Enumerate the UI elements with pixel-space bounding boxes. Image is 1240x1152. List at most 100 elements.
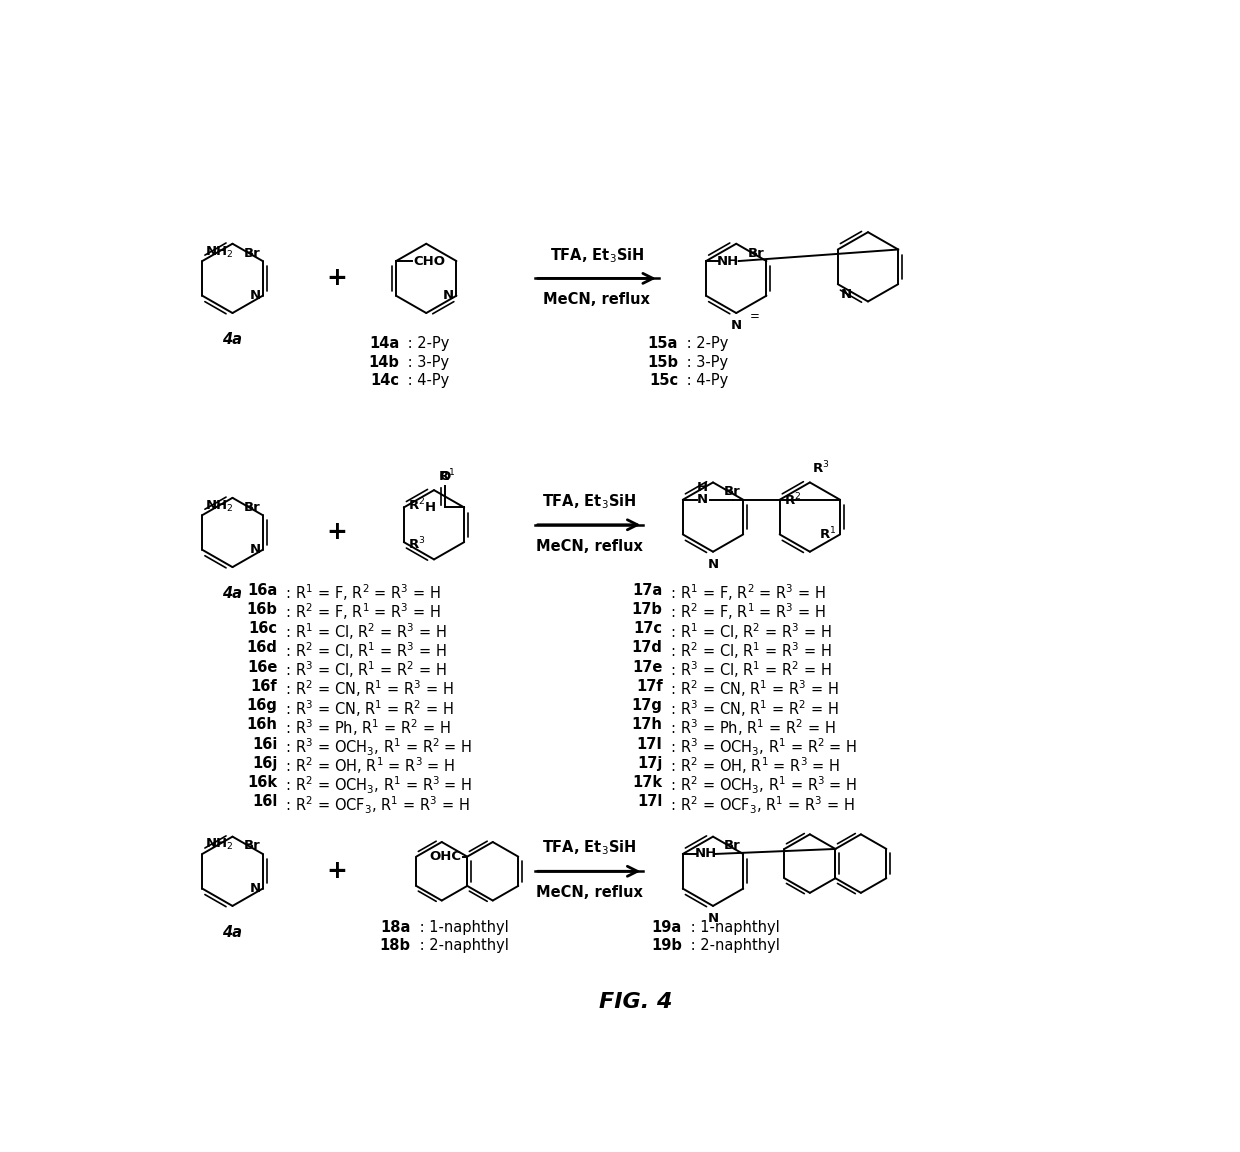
Text: : 2-Py: : 2-Py [682,336,728,351]
Text: +: + [326,266,347,290]
Text: R$^3$: R$^3$ [812,460,830,476]
Text: : R$^2$ = Cl, R$^1$ = R$^3$ = H: : R$^2$ = Cl, R$^1$ = R$^3$ = H [667,641,832,661]
Text: N: N [730,319,742,332]
Text: 17I: 17I [637,736,662,751]
Text: OHC: OHC [429,850,461,863]
Text: : R$^1$ = F, R$^2$ = R$^3$ = H: : R$^1$ = F, R$^2$ = R$^3$ = H [280,583,440,604]
Text: : 2-Py: : 2-Py [403,336,449,351]
Text: Br: Br [243,247,260,259]
Text: : R$^2$ = OCF$_3$, R$^1$ = R$^3$ = H: : R$^2$ = OCF$_3$, R$^1$ = R$^3$ = H [667,794,856,816]
Text: N: N [249,882,260,895]
Text: : 1-naphthyl: : 1-naphthyl [414,919,508,934]
Text: NH$_2$: NH$_2$ [205,244,233,259]
Text: 16a: 16a [247,583,278,598]
Text: 4a: 4a [222,925,243,940]
Text: 16l: 16l [252,794,278,810]
Text: 16i: 16i [252,736,278,751]
Text: : 2-naphthyl: : 2-naphthyl [686,938,780,953]
Text: Br: Br [724,840,740,852]
Text: 16c: 16c [248,621,278,636]
Text: 16e: 16e [247,660,278,675]
Text: 16g: 16g [247,698,278,713]
Text: 4a: 4a [222,332,243,347]
Text: : R$^3$ = Cl, R$^1$ = R$^2$ = H: : R$^3$ = Cl, R$^1$ = R$^2$ = H [667,660,832,680]
Text: : R$^3$ = Cl, R$^1$ = R$^2$ = H: : R$^3$ = Cl, R$^1$ = R$^2$ = H [280,660,446,680]
Text: 18b: 18b [379,938,410,953]
Text: : 4-Py: : 4-Py [403,373,449,388]
Text: : R$^2$ = OCH$_3$, R$^1$ = R$^3$ = H: : R$^2$ = OCH$_3$, R$^1$ = R$^3$ = H [667,775,858,796]
Text: 17c: 17c [634,621,662,636]
Text: 17a: 17a [632,583,662,598]
Text: 17d: 17d [631,641,662,655]
Text: TFA, Et$_3$SiH: TFA, Et$_3$SiH [542,839,636,857]
Text: 16h: 16h [247,718,278,733]
Text: : 4-Py: : 4-Py [682,373,728,388]
Text: 15a: 15a [647,336,678,351]
Text: : R$^2$ = Cl, R$^1$ = R$^3$ = H: : R$^2$ = Cl, R$^1$ = R$^3$ = H [280,641,446,661]
Text: : R$^2$ = OH, R$^1$ = R$^3$ = H: : R$^2$ = OH, R$^1$ = R$^3$ = H [667,756,841,776]
Text: 15c: 15c [649,373,678,388]
Text: MeCN, reflux: MeCN, reflux [536,539,642,554]
Text: FIG. 4: FIG. 4 [599,992,672,1013]
Text: 17l: 17l [637,794,662,810]
Text: : R$^2$ = CN, R$^1$ = R$^3$ = H: : R$^2$ = CN, R$^1$ = R$^3$ = H [280,679,454,699]
Text: : 3-Py: : 3-Py [403,355,449,370]
Text: 14b: 14b [368,355,399,370]
Text: NH: NH [694,848,717,861]
Text: N: N [249,544,260,556]
Text: 17b: 17b [631,601,662,616]
Text: H: H [697,480,708,493]
Text: Br: Br [243,501,260,514]
Text: : R$^3$ = Ph, R$^1$ = R$^2$ = H: : R$^3$ = Ph, R$^1$ = R$^2$ = H [667,718,836,738]
Text: R$^3$: R$^3$ [408,536,425,553]
Text: 16d: 16d [247,641,278,655]
Text: : R$^2$ = OCF$_3$, R$^1$ = R$^3$ = H: : R$^2$ = OCF$_3$, R$^1$ = R$^3$ = H [280,794,469,816]
Text: R$^1$: R$^1$ [438,468,455,484]
Text: : R$^2$ = CN, R$^1$ = R$^3$ = H: : R$^2$ = CN, R$^1$ = R$^3$ = H [667,679,839,699]
Text: 15b: 15b [647,355,678,370]
Text: 17g: 17g [631,698,662,713]
Text: 17k: 17k [632,775,662,790]
Text: H: H [424,501,435,514]
Text: : R$^3$ = OCH$_3$, R$^1$ = R$^2$ = H: : R$^3$ = OCH$_3$, R$^1$ = R$^2$ = H [667,736,858,758]
Text: 17h: 17h [631,718,662,733]
Text: : R$^1$ = Cl, R$^2$ = R$^3$ = H: : R$^1$ = Cl, R$^2$ = R$^3$ = H [667,621,832,642]
Text: : R$^3$ = CN, R$^1$ = R$^2$ = H: : R$^3$ = CN, R$^1$ = R$^2$ = H [667,698,839,719]
Text: 16f: 16f [250,679,278,694]
Text: Br: Br [243,840,260,852]
Text: : R$^1$ = Cl, R$^2$ = R$^3$ = H: : R$^1$ = Cl, R$^2$ = R$^3$ = H [280,621,446,642]
Text: 17e: 17e [632,660,662,675]
Text: 14a: 14a [368,336,399,351]
Text: R$^1$: R$^1$ [818,526,836,543]
Text: 14c: 14c [370,373,399,388]
Text: Br: Br [724,485,740,498]
Text: : R$^2$ = F, R$^1$ = R$^3$ = H: : R$^2$ = F, R$^1$ = R$^3$ = H [667,601,826,622]
Text: N: N [443,289,454,302]
Text: : R$^1$ = F, R$^2$ = R$^3$ = H: : R$^1$ = F, R$^2$ = R$^3$ = H [667,583,826,604]
Text: N: N [708,912,718,925]
Text: : 2-naphthyl: : 2-naphthyl [414,938,508,953]
Text: 4a: 4a [222,586,243,601]
Text: : R$^3$ = OCH$_3$, R$^1$ = R$^2$ = H: : R$^3$ = OCH$_3$, R$^1$ = R$^2$ = H [280,736,472,758]
Text: 17j: 17j [637,756,662,771]
Text: 18a: 18a [381,919,410,934]
Text: : 1-naphthyl: : 1-naphthyl [686,919,780,934]
Text: : R$^2$ = OCH$_3$, R$^1$ = R$^3$ = H: : R$^2$ = OCH$_3$, R$^1$ = R$^3$ = H [280,775,472,796]
Text: R$^2$: R$^2$ [408,497,425,514]
Text: MeCN, reflux: MeCN, reflux [543,293,650,308]
Text: 17f: 17f [636,679,662,694]
Text: =: = [750,310,760,324]
Text: MeCN, reflux: MeCN, reflux [536,885,642,900]
Text: : 3-Py: : 3-Py [682,355,728,370]
Text: NH$_2$: NH$_2$ [205,838,233,852]
Text: NH: NH [717,255,739,267]
Text: N: N [697,493,708,506]
Text: : R$^2$ = OH, R$^1$ = R$^3$ = H: : R$^2$ = OH, R$^1$ = R$^3$ = H [280,756,455,776]
Text: : R$^2$ = F, R$^1$ = R$^3$ = H: : R$^2$ = F, R$^1$ = R$^3$ = H [280,601,440,622]
Text: CHO: CHO [413,255,445,267]
Text: : R$^3$ = Ph, R$^1$ = R$^2$ = H: : R$^3$ = Ph, R$^1$ = R$^2$ = H [280,718,450,738]
Text: 16j: 16j [252,756,278,771]
Text: : R$^3$ = CN, R$^1$ = R$^2$ = H: : R$^3$ = CN, R$^1$ = R$^2$ = H [280,698,454,719]
Text: NH$_2$: NH$_2$ [205,499,233,514]
Text: N: N [841,288,852,301]
